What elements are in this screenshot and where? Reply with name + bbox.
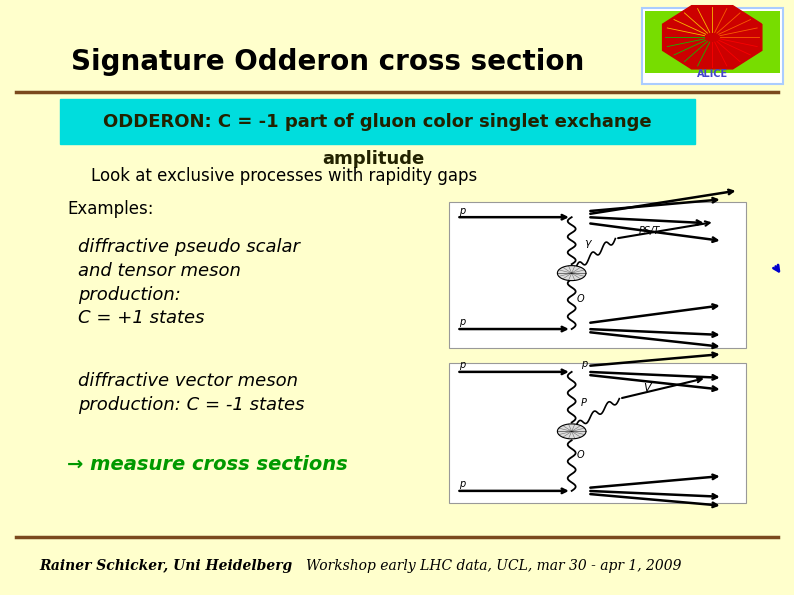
Text: Signature Odderon cross section: Signature Odderon cross section bbox=[71, 48, 584, 77]
Text: Examples:: Examples: bbox=[67, 201, 154, 218]
Text: ODDERON: C = -1 part of gluon color singlet exchange: ODDERON: C = -1 part of gluon color sing… bbox=[103, 113, 651, 131]
Polygon shape bbox=[557, 424, 586, 439]
Text: O: O bbox=[576, 450, 584, 460]
Text: O: O bbox=[576, 294, 584, 303]
Text: and tensor meson: and tensor meson bbox=[78, 262, 241, 280]
Text: p: p bbox=[459, 206, 465, 215]
Text: V: V bbox=[643, 383, 651, 393]
Text: p: p bbox=[459, 318, 465, 327]
Polygon shape bbox=[557, 265, 586, 281]
Text: $\gamma$: $\gamma$ bbox=[584, 239, 592, 250]
Text: diffractive pseudo scalar: diffractive pseudo scalar bbox=[78, 238, 299, 256]
Text: p: p bbox=[459, 361, 465, 370]
Polygon shape bbox=[663, 6, 761, 69]
Text: p: p bbox=[581, 359, 588, 369]
FancyBboxPatch shape bbox=[642, 8, 783, 84]
FancyBboxPatch shape bbox=[645, 11, 780, 73]
Text: P: P bbox=[581, 399, 587, 408]
FancyBboxPatch shape bbox=[60, 99, 695, 144]
Text: amplitude: amplitude bbox=[322, 150, 424, 168]
Text: Rainer Schicker, Uni Heidelberg: Rainer Schicker, Uni Heidelberg bbox=[40, 559, 293, 574]
Text: p: p bbox=[459, 480, 465, 489]
Text: ALICE: ALICE bbox=[696, 69, 728, 79]
FancyBboxPatch shape bbox=[449, 363, 746, 503]
Text: diffractive vector meson: diffractive vector meson bbox=[78, 372, 298, 390]
Text: Look at exclusive processes with rapidity gaps: Look at exclusive processes with rapidit… bbox=[91, 167, 477, 184]
Text: C = +1 states: C = +1 states bbox=[78, 309, 204, 327]
Text: → measure cross sections: → measure cross sections bbox=[67, 455, 349, 474]
FancyBboxPatch shape bbox=[449, 202, 746, 348]
Text: production:: production: bbox=[78, 286, 181, 303]
Text: PS/T: PS/T bbox=[639, 226, 661, 236]
Text: Workshop early LHC data, UCL, mar 30 - apr 1, 2009: Workshop early LHC data, UCL, mar 30 - a… bbox=[306, 559, 681, 574]
Text: production: C = -1 states: production: C = -1 states bbox=[78, 396, 304, 414]
